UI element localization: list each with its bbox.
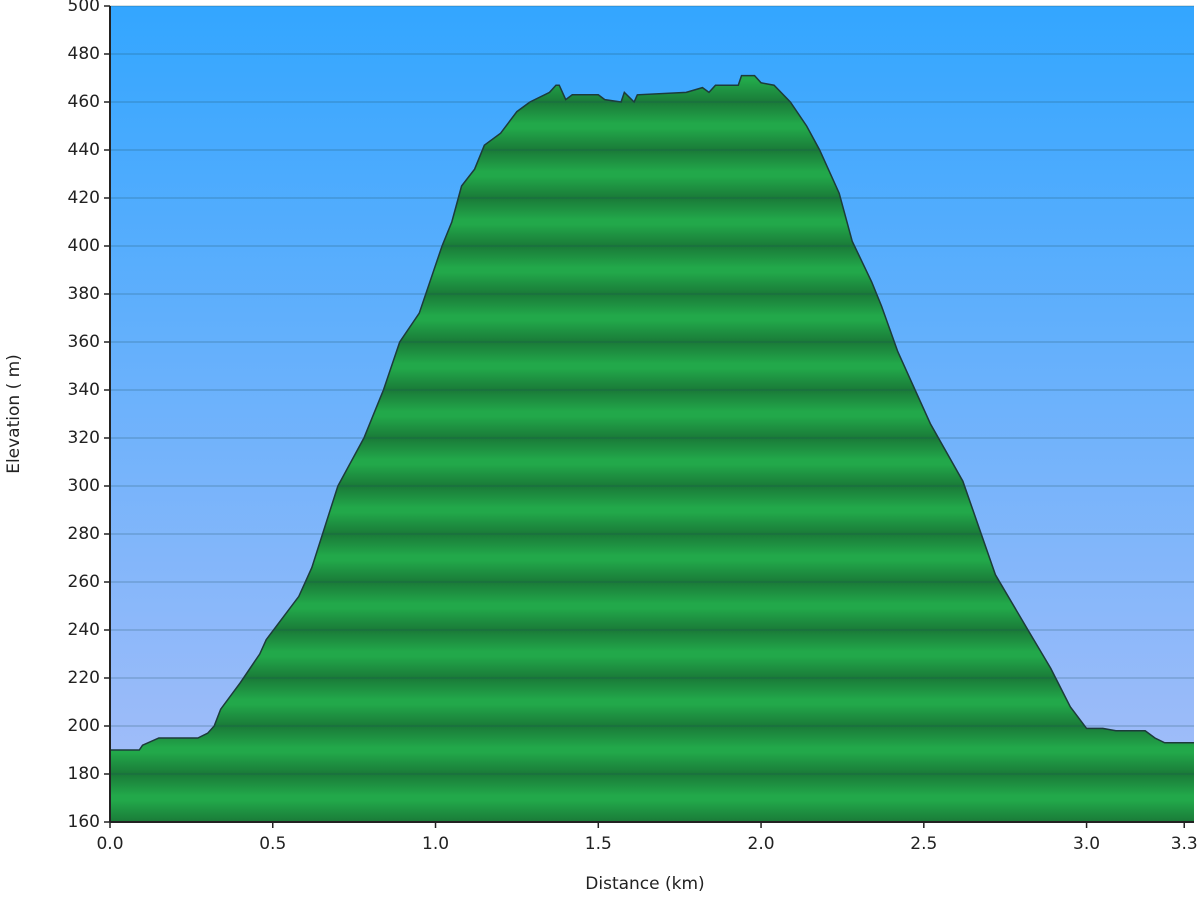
y-tick-label: 280 — [68, 524, 100, 544]
y-tick-label: 380 — [68, 284, 100, 304]
x-tick-label: 2.5 — [910, 834, 937, 854]
y-tick-label: 440 — [68, 140, 100, 160]
y-tick-label: 480 — [68, 44, 100, 64]
y-tick-label: 460 — [68, 92, 100, 112]
y-tick-label: 240 — [68, 620, 100, 640]
elevation-area — [110, 75, 1194, 823]
y-tick-label: 180 — [68, 764, 100, 784]
y-tick-label: 300 — [68, 476, 100, 496]
x-tick-label: 3.0 — [1073, 834, 1100, 854]
y-tick-label: 220 — [68, 668, 100, 688]
x-tick-label: 1.0 — [422, 834, 449, 854]
y-tick-label: 500 — [68, 0, 100, 16]
y-tick-label: 260 — [68, 572, 100, 592]
x-tick-label: 0.0 — [96, 834, 123, 854]
y-tick-label: 160 — [68, 812, 100, 832]
y-axis-label: Elevation ( m) — [4, 354, 24, 474]
x-tick-label: 2.0 — [748, 834, 775, 854]
elevation-line — [110, 74, 1194, 751]
x-tick-label: 1.5 — [585, 834, 612, 854]
x-axis-label: Distance (km) — [585, 874, 704, 894]
x-tick-label: 3.3 — [1171, 834, 1198, 854]
y-tick-label: 340 — [68, 380, 100, 400]
y-tick-label: 200 — [68, 716, 100, 736]
y-tick-label: 400 — [68, 236, 100, 256]
y-tick-label: 420 — [68, 188, 100, 208]
x-tick-label: 0.5 — [259, 834, 286, 854]
y-tick-label: 320 — [68, 428, 100, 448]
y-tick-label: 360 — [68, 332, 100, 352]
